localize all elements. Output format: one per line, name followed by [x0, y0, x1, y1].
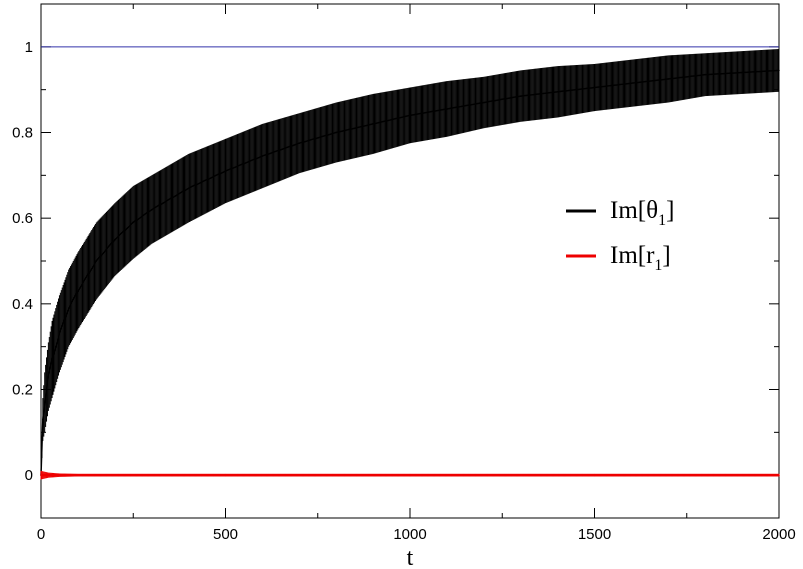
y-tick-label: 0.4	[12, 296, 33, 313]
data-point	[187, 187, 190, 189]
data-point	[43, 474, 46, 476]
data-point	[704, 73, 706, 76]
data-point	[58, 474, 61, 476]
x-tick-labels: 0 500 1000 1500 2000	[37, 526, 796, 543]
data-point	[778, 474, 780, 476]
legend-item-r: Im[r1]	[566, 242, 671, 274]
data-point	[47, 474, 50, 476]
legend-label-r: Im[r1]	[610, 242, 671, 274]
data-point	[261, 155, 264, 157]
y-tick-label: 1	[25, 39, 33, 56]
data-point	[519, 95, 522, 97]
x-tick-label: 1500	[578, 526, 611, 543]
data-point	[77, 290, 79, 292]
x-tick-label: 1000	[393, 526, 426, 543]
legend-item-theta: Im[θ1]	[566, 197, 674, 229]
data-point	[224, 474, 227, 476]
data-point	[77, 474, 79, 476]
data-point	[43, 401, 46, 404]
data-point	[95, 260, 98, 262]
data-point	[556, 91, 559, 93]
data-point	[593, 86, 596, 89]
legend-label-theta: Im[θ1]	[610, 197, 674, 229]
series-layer	[40, 48, 780, 480]
data-point	[778, 69, 780, 72]
data-point	[335, 131, 338, 134]
data-point	[409, 474, 411, 476]
data-point	[150, 208, 153, 211]
data-point	[446, 108, 448, 110]
y-tick-label: 0	[25, 467, 33, 484]
data-point	[67, 307, 70, 309]
data-point	[593, 474, 596, 476]
y-tick-label: 0.8	[12, 125, 33, 142]
data-point	[741, 71, 743, 74]
data-point	[667, 78, 670, 80]
data-point	[483, 101, 485, 104]
data-point	[372, 123, 374, 125]
y-tick-label: 0.2	[12, 382, 33, 399]
data-point	[224, 170, 227, 172]
series-1	[40, 470, 780, 480]
legend: Im[θ1] Im[r1]	[566, 197, 674, 274]
x-tick-label: 0	[37, 526, 45, 543]
data-point	[51, 358, 53, 361]
y-tick-label: 0.6	[12, 210, 33, 227]
data-point	[114, 238, 116, 241]
data-point	[58, 333, 61, 335]
x-axis-title: t	[407, 545, 414, 569]
x-tick-label: 2000	[762, 526, 795, 543]
data-point	[409, 114, 411, 117]
data-point	[47, 375, 50, 378]
series-0	[40, 48, 780, 476]
data-point	[42, 418, 44, 421]
x-tick-label: 500	[213, 526, 238, 543]
data-point	[298, 142, 301, 145]
data-point	[54, 345, 57, 348]
y-tick-labels: 0 0.2 0.4 0.6 0.8 1	[12, 39, 33, 484]
data-point	[40, 474, 42, 476]
data-point	[132, 221, 135, 224]
data-point	[630, 82, 633, 85]
